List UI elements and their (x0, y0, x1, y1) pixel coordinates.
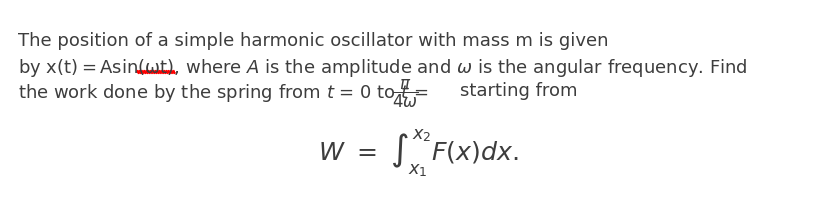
Text: by $\mathsf{x(t){=}Asin(\omega t)}$, where $A$ is the amplitude and $\omega$ is : by $\mathsf{x(t){=}Asin(\omega t)}$, whe… (18, 57, 747, 79)
Text: the work done by the spring from $t$ = $0$ to $t$ =: the work done by the spring from $t$ = $… (18, 82, 429, 104)
Text: The position of a simple harmonic oscillator with mass m is given: The position of a simple harmonic oscill… (18, 32, 609, 50)
Text: starting from: starting from (460, 82, 578, 100)
Text: $W \ = \ \int_{x_1}^{x_2} F(x)dx.$: $W \ = \ \int_{x_1}^{x_2} F(x)dx.$ (318, 128, 518, 180)
Text: $\dfrac{\pi}{4\omega}$: $\dfrac{\pi}{4\omega}$ (392, 78, 419, 110)
